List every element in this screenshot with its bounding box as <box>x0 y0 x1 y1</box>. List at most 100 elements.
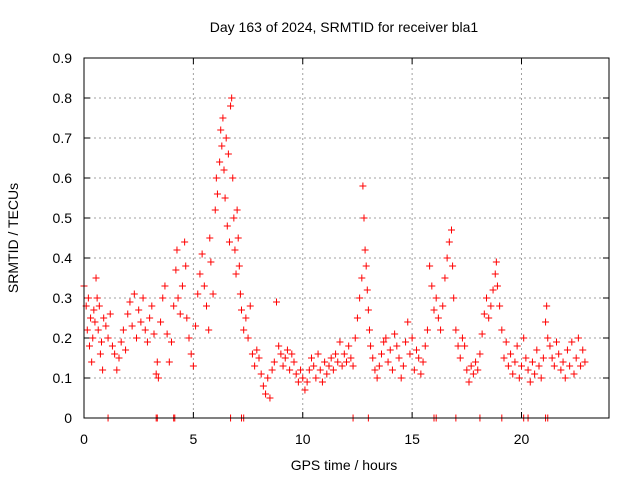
data-point <box>89 334 97 342</box>
data-point <box>323 370 331 378</box>
data-point <box>253 346 261 354</box>
data-point <box>402 338 410 346</box>
data-point <box>458 334 466 342</box>
data-point <box>478 330 486 338</box>
data-point <box>233 206 241 214</box>
y-axis-label: SRMTID / TECUs <box>5 183 21 293</box>
data-point <box>232 270 240 278</box>
data-point <box>196 270 204 278</box>
data-point <box>437 326 445 334</box>
data-point <box>524 366 532 374</box>
data-point <box>90 306 98 314</box>
data-point <box>566 362 574 370</box>
data-point <box>362 262 370 270</box>
data-point <box>361 246 369 254</box>
data-point <box>244 334 252 342</box>
data-point <box>553 338 560 346</box>
data-point <box>448 226 455 234</box>
data-point <box>181 238 189 246</box>
data-point <box>124 310 132 318</box>
data-points <box>80 94 589 422</box>
data-point <box>216 158 224 166</box>
data-point <box>133 334 140 342</box>
data-point <box>487 302 495 310</box>
data-point <box>492 258 500 266</box>
y-tick-label: 0.9 <box>53 50 73 66</box>
data-point <box>283 346 291 354</box>
data-point <box>450 294 458 302</box>
data-point <box>270 358 278 366</box>
data-point <box>157 318 165 326</box>
data-point <box>539 354 547 362</box>
data-point <box>334 358 342 366</box>
data-point <box>152 370 160 378</box>
data-point <box>415 354 423 362</box>
data-point <box>234 234 242 242</box>
data-point <box>294 378 302 386</box>
data-point <box>340 350 348 358</box>
data-point <box>153 358 161 366</box>
data-point <box>345 342 353 350</box>
data-point <box>159 294 167 302</box>
x-tick-label: 5 <box>189 431 197 447</box>
data-point <box>535 362 543 370</box>
data-point <box>206 234 214 242</box>
data-point <box>213 190 221 198</box>
data-point <box>332 350 340 358</box>
data-point <box>275 342 283 350</box>
data-point <box>111 350 119 358</box>
data-point <box>224 150 232 158</box>
data-point <box>292 370 300 378</box>
chart-title: Day 163 of 2024, SRMTID for receiver bla… <box>210 19 479 35</box>
data-point <box>360 214 368 222</box>
data-point <box>533 346 541 354</box>
data-point <box>561 374 569 382</box>
data-point <box>410 366 418 374</box>
data-point <box>176 310 184 318</box>
data-point <box>507 350 515 358</box>
data-point <box>310 362 318 370</box>
y-tick-label: 0.4 <box>53 250 73 266</box>
data-point <box>297 366 305 374</box>
data-point <box>236 290 244 298</box>
data-point <box>174 294 182 302</box>
data-point <box>91 318 99 326</box>
data-point <box>434 314 442 322</box>
data-point <box>200 282 208 290</box>
x-axis-label: GPS time / hours <box>291 457 398 473</box>
data-point <box>526 378 534 386</box>
data-point <box>413 346 420 354</box>
data-point <box>349 362 357 370</box>
data-point <box>520 334 528 342</box>
data-point <box>286 366 294 374</box>
x-tick-label: 20 <box>514 431 530 447</box>
data-point <box>498 326 506 334</box>
data-point <box>548 354 556 362</box>
data-point <box>321 358 329 366</box>
data-point <box>281 354 289 362</box>
data-point <box>546 342 554 350</box>
data-point <box>106 310 114 318</box>
data-point <box>242 314 250 322</box>
data-point <box>449 262 457 270</box>
data-point <box>277 350 285 358</box>
data-point <box>198 250 206 258</box>
data-point <box>218 142 226 150</box>
data-point <box>570 370 578 378</box>
data-point <box>513 342 521 350</box>
data-point <box>205 326 213 334</box>
data-point <box>137 318 145 326</box>
data-point <box>255 354 263 362</box>
data-point <box>221 194 229 202</box>
data-point <box>359 182 367 190</box>
data-point <box>220 166 228 174</box>
data-point <box>493 282 501 290</box>
data-point <box>467 362 475 370</box>
data-point <box>504 362 512 370</box>
data-point <box>290 358 298 366</box>
data-point <box>96 350 104 358</box>
data-point <box>314 350 322 358</box>
data-point <box>568 338 576 346</box>
data-point <box>172 266 180 274</box>
data-point <box>382 334 390 342</box>
